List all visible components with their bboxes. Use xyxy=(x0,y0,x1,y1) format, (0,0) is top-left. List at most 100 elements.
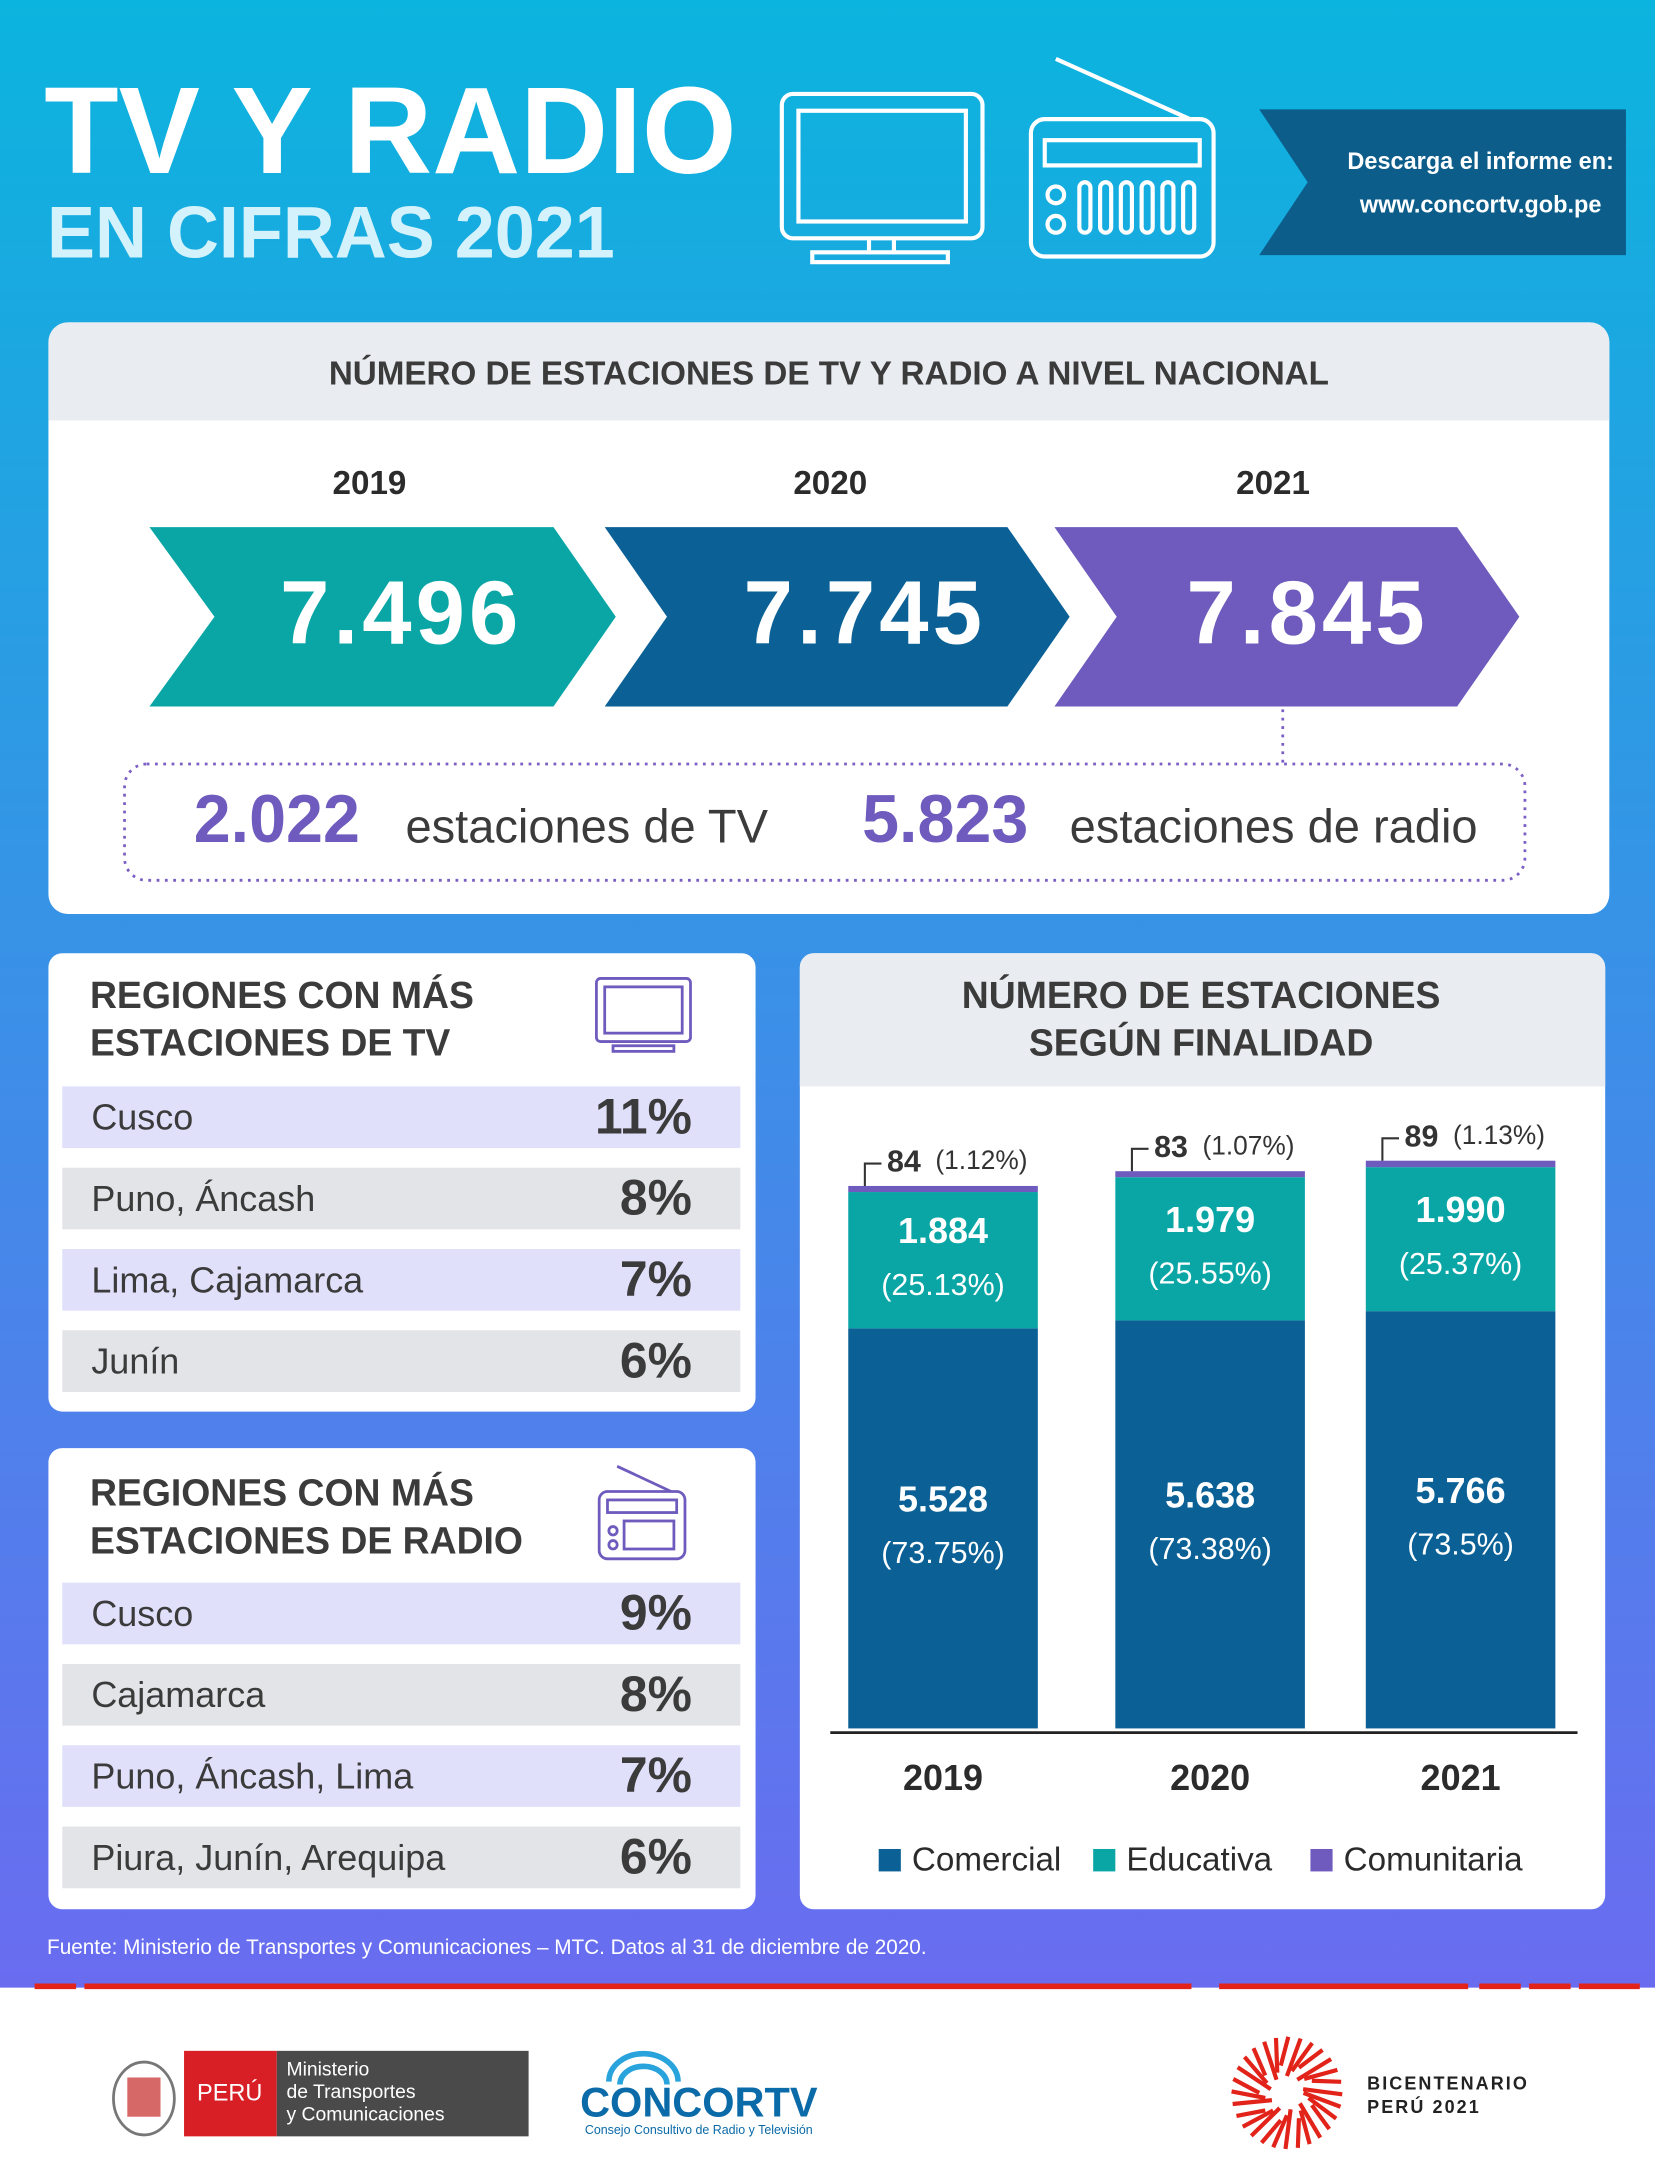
region-share: 8% xyxy=(620,1169,692,1225)
panel-title: ESTACIONES DE RADIO xyxy=(90,1519,523,1561)
region-share: 8% xyxy=(620,1666,692,1722)
region-share: 11% xyxy=(595,1088,692,1144)
panel-header xyxy=(799,953,1606,1087)
row-background xyxy=(62,1663,741,1726)
sun-ray xyxy=(1231,2089,1266,2100)
bicentenario-text: BICENTENARIO xyxy=(1367,2073,1529,2093)
percent-label: (1.07%) xyxy=(1203,1130,1295,1160)
chart-title: SEGÚN FINALIDAD xyxy=(1029,1022,1373,1064)
source: Fuente: Ministerio de Transportes y Comu… xyxy=(47,1936,927,1959)
tv-label: estaciones de TV xyxy=(405,800,768,853)
sun-ray xyxy=(1236,2065,1272,2091)
chevron xyxy=(1054,527,1520,707)
download-url[interactable]: www.concortv.gob.pe xyxy=(1359,192,1602,218)
sun-ray xyxy=(1298,2102,1323,2139)
sun-ray xyxy=(1236,2108,1266,2118)
region-name: Cusco xyxy=(91,1096,193,1137)
radio-label: estaciones de radio xyxy=(1070,800,1478,853)
row-background xyxy=(62,1086,741,1149)
legend-swatch xyxy=(878,1848,901,1872)
download-banner xyxy=(1259,109,1626,256)
legend-swatch xyxy=(1310,1848,1333,1872)
legend-swatch xyxy=(1093,1848,1116,1872)
sun-ray xyxy=(1296,2057,1333,2082)
sun-ray xyxy=(1249,2106,1282,2138)
value-label: 5.638 xyxy=(1165,1474,1255,1515)
bar-segment xyxy=(1115,1177,1305,1321)
region-share: 7% xyxy=(620,1747,692,1803)
peru-logo xyxy=(184,2050,277,2137)
row-background xyxy=(62,1167,741,1230)
sun-ray xyxy=(1232,2077,1261,2095)
bar-segment xyxy=(1115,1171,1305,1178)
percent-label: (1.12%) xyxy=(935,1145,1027,1175)
sun-ray xyxy=(1260,2118,1283,2145)
sun-ray xyxy=(1262,2041,1279,2081)
bar-segment xyxy=(848,1185,1038,1193)
sun-ray xyxy=(1310,2103,1331,2131)
region-name: Puno, Áncash, Lima xyxy=(91,1755,414,1796)
percent-label: (25.55%) xyxy=(1148,1256,1271,1290)
x-tick-label: 2019 xyxy=(903,1757,983,1798)
sun-ray xyxy=(1241,2108,1275,2129)
sun-ray xyxy=(1302,2090,1342,2109)
concortv-logo: CONCORTV xyxy=(580,2078,818,2125)
value-label: 1.979 xyxy=(1165,1199,1255,1240)
year-label: 2020 xyxy=(793,465,867,502)
radio-icon-small xyxy=(597,1465,687,1561)
panel-title: ESTACIONES DE TV xyxy=(90,1022,450,1064)
bicentenario-sun xyxy=(1231,2036,1343,2150)
sun-ray xyxy=(1303,2067,1338,2081)
total-value: 7.745 xyxy=(744,562,986,663)
sun-ray xyxy=(1273,2037,1280,2073)
ministry-text: y Comunicaciones xyxy=(286,2103,444,2125)
row-background xyxy=(62,1826,741,1889)
ministry-text: de Transportes xyxy=(286,2081,415,2103)
bar-segment xyxy=(1115,1320,1305,1729)
row-background xyxy=(62,1745,741,1807)
sun-ray xyxy=(1298,2109,1312,2145)
sun-ray xyxy=(1271,2114,1289,2149)
radio-icon xyxy=(1028,56,1216,259)
region-name: Junín xyxy=(91,1340,179,1381)
ministry-text: Ministerio xyxy=(286,2059,369,2081)
title: TV Y RADIO xyxy=(44,61,736,199)
label-leader xyxy=(1381,1137,1400,1161)
percent-label: (73.5%) xyxy=(1407,1527,1514,1561)
value-label: 1.884 xyxy=(898,1210,988,1251)
sun-ray xyxy=(1290,2041,1314,2073)
row-background xyxy=(62,1582,741,1645)
percent-label: (73.75%) xyxy=(881,1536,1004,1570)
legend-label: Comercial xyxy=(912,1841,1061,1878)
percent-label: (25.37%) xyxy=(1399,1247,1522,1281)
region-share: 6% xyxy=(620,1332,692,1388)
sun-ray xyxy=(1295,2118,1301,2148)
national-title: NÚMERO DE ESTACIONES DE TV Y RADIO A NIV… xyxy=(329,354,1329,392)
region-share: 6% xyxy=(620,1828,692,1884)
sun-ray xyxy=(1307,2096,1338,2121)
panel-header xyxy=(48,322,1610,421)
radio-count: 5.823 xyxy=(862,782,1028,857)
sun-ray xyxy=(1311,2078,1342,2084)
x-tick-label: 2021 xyxy=(1421,1757,1501,1798)
bar-segment xyxy=(1365,1160,1556,1168)
legend-label: Comunitaria xyxy=(1344,1841,1523,1878)
sun-ray xyxy=(1242,2055,1269,2085)
bar-segment xyxy=(848,1192,1038,1329)
value-label: 89 xyxy=(1405,1119,1439,1153)
bar-segment xyxy=(1365,1311,1556,1729)
total-value: 7.845 xyxy=(1186,562,1428,663)
label-leader xyxy=(863,1162,882,1186)
concortv-waves xyxy=(606,2050,681,2085)
value-label: 84 xyxy=(887,1144,921,1178)
value-label: 83 xyxy=(1154,1130,1188,1164)
label-leader xyxy=(1130,1147,1149,1172)
sun-ray xyxy=(1283,2109,1293,2150)
download-text: Descarga el informe en: xyxy=(1347,149,1613,175)
sun-ray xyxy=(1278,2036,1291,2067)
value-label: 1.990 xyxy=(1416,1189,1506,1230)
sun-ray xyxy=(1251,2047,1268,2077)
legend-label: Educativa xyxy=(1126,1841,1272,1878)
region-share: 7% xyxy=(620,1251,692,1307)
